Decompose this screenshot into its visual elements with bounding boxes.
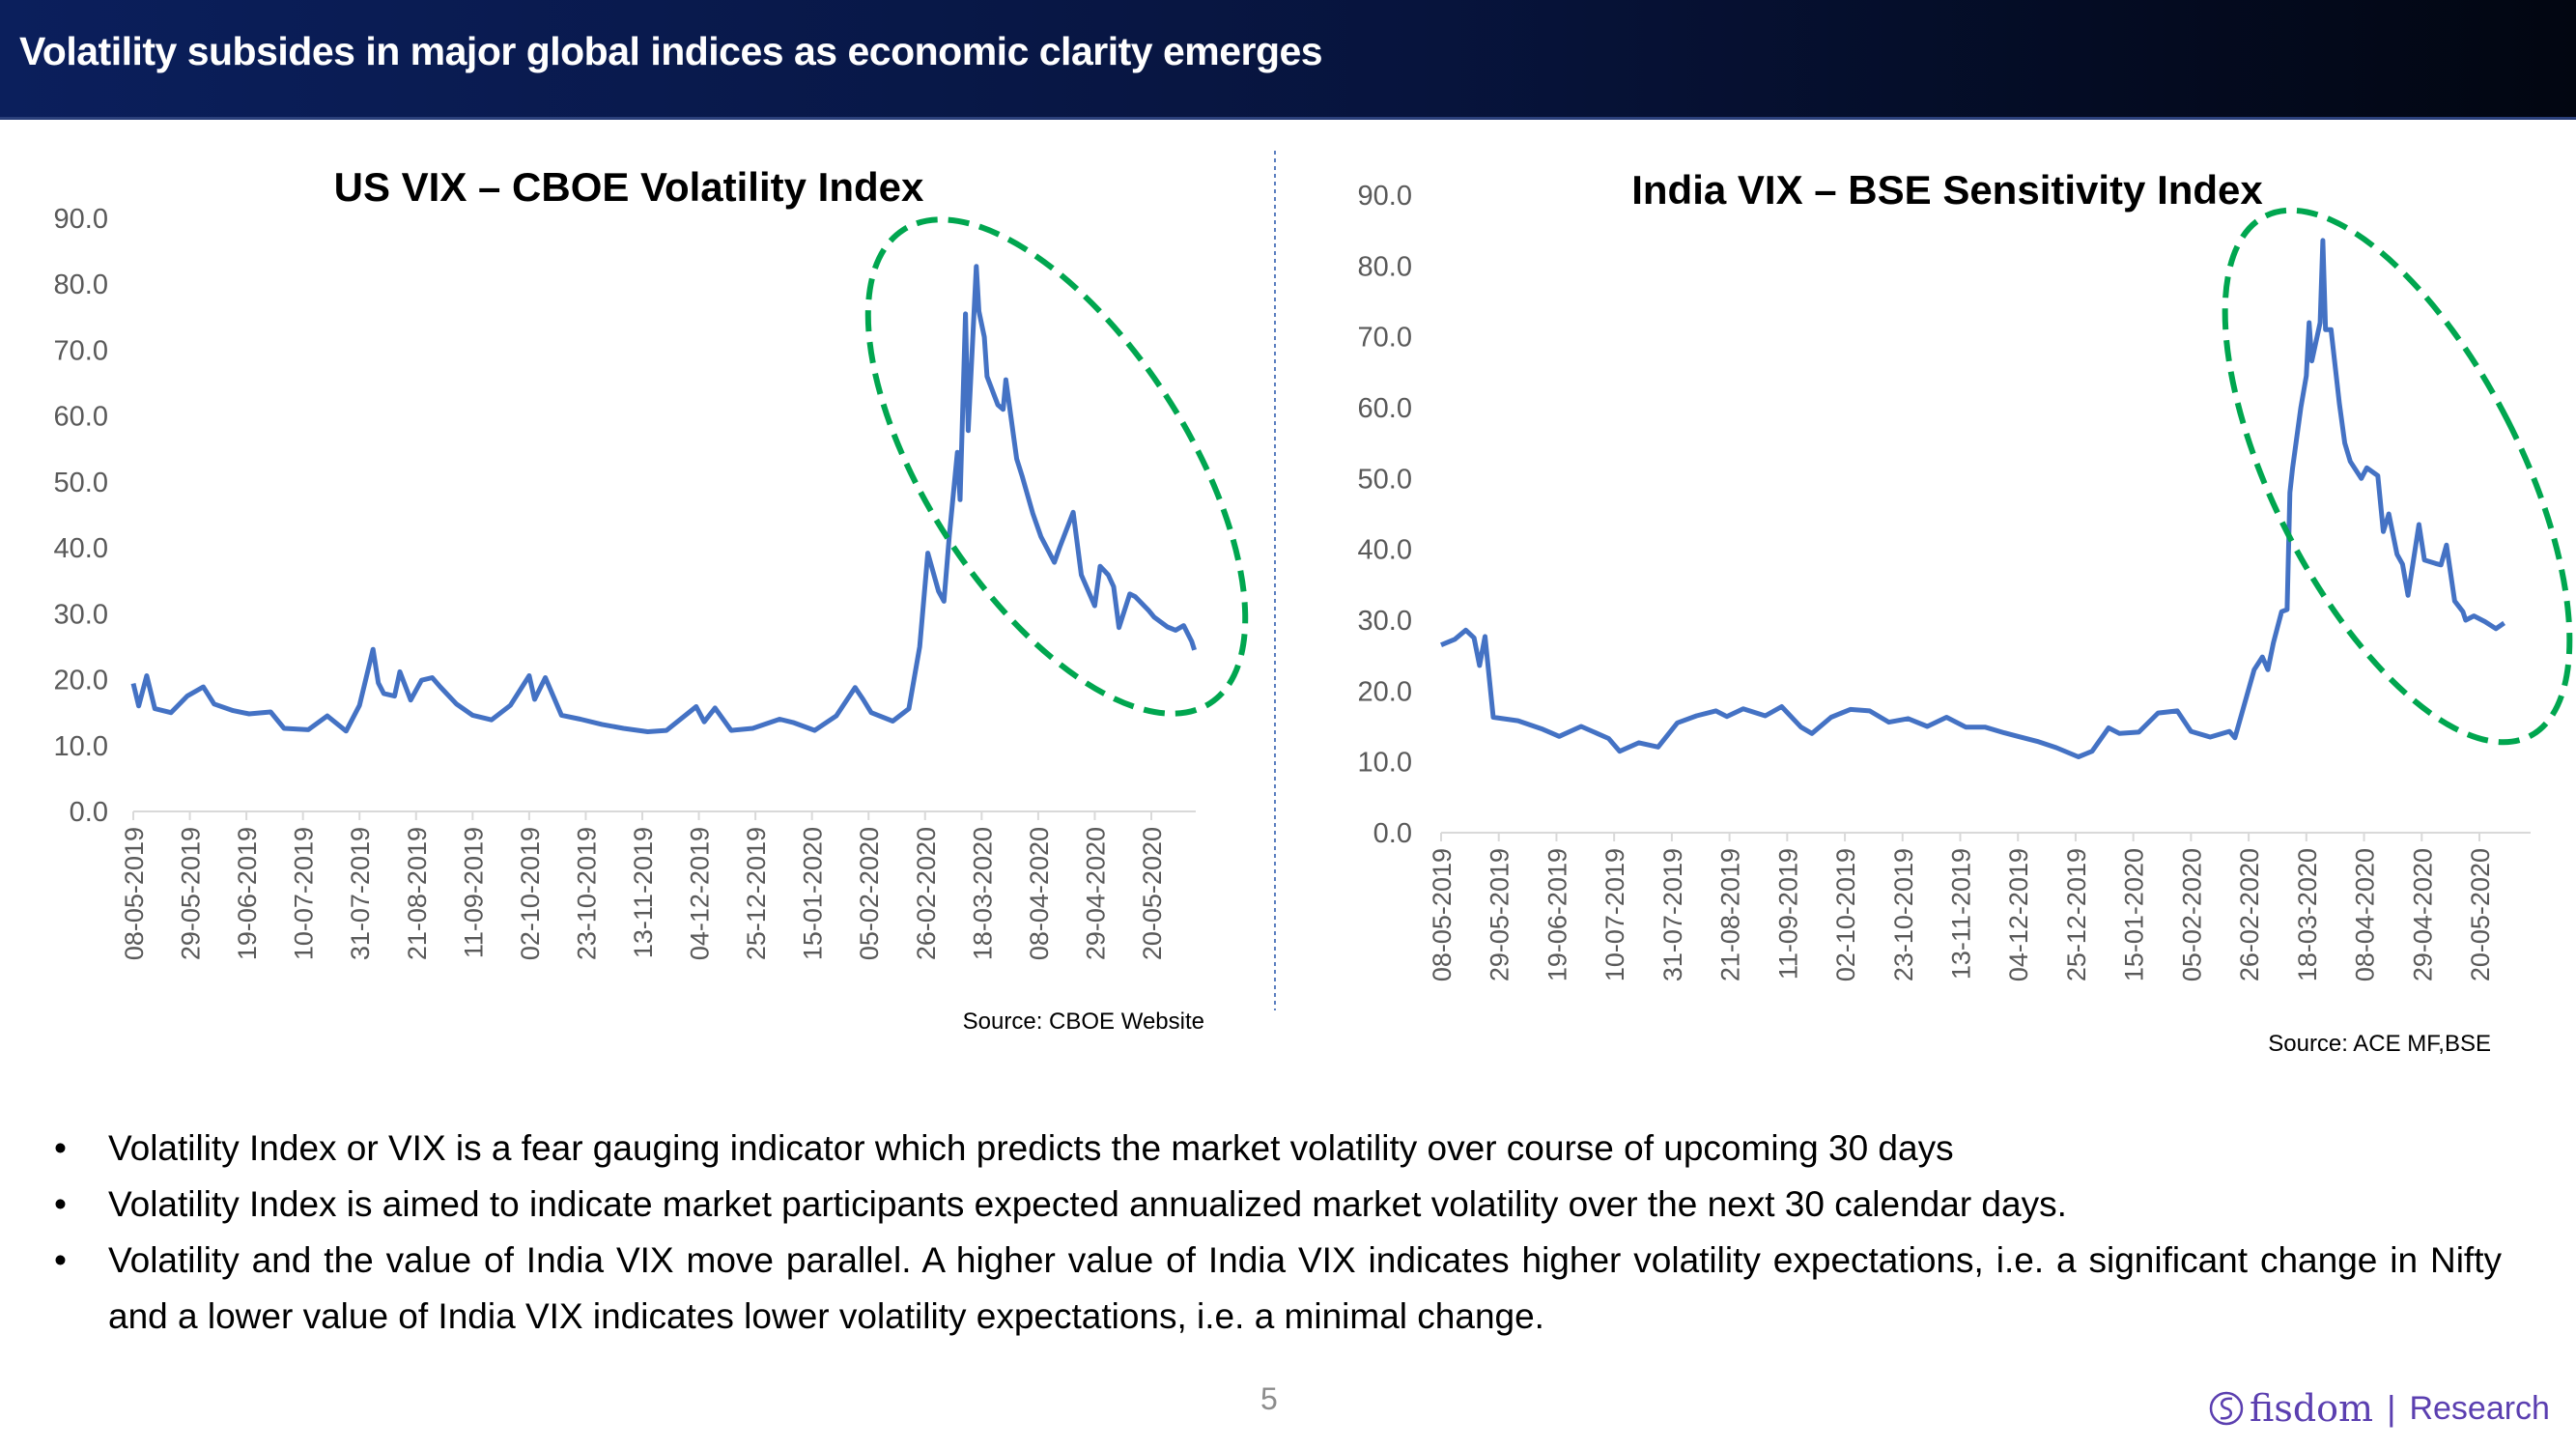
- x-tick-label: 31-07-2019: [346, 827, 375, 960]
- y-tick-label: 0.0: [70, 797, 108, 828]
- x-tick-label: 08-04-2020: [1025, 827, 1054, 960]
- x-tick-label: 31-07-2019: [1658, 848, 1687, 981]
- x-tick-label: 04-12-2019: [2004, 848, 2033, 981]
- y-tick-label: 40.0: [54, 533, 108, 564]
- x-tick-label: 04-12-2019: [686, 827, 715, 960]
- x-tick-label: 05-02-2020: [855, 827, 884, 960]
- x-tick-label: 19-06-2019: [233, 827, 262, 960]
- y-tick-label: 20.0: [1358, 676, 1412, 707]
- chart-title: India VIX – BSE Sensitivity Index: [1631, 167, 2263, 213]
- y-tick-label: 60.0: [1358, 393, 1412, 424]
- bullet-icon: •: [54, 1240, 67, 1280]
- header-bar: Volatility subsides in major global indi…: [0, 0, 2576, 120]
- india-vix-chart: India VIX – BSE Sensitivity Index Source…: [1358, 167, 2573, 1057]
- y-tick-label: 20.0: [54, 666, 108, 696]
- y-tick-label: 90.0: [1358, 181, 1412, 212]
- x-tick-label: 13-11-2019: [1947, 848, 1976, 980]
- chart-source: Source: CBOE Website: [963, 1009, 1204, 1035]
- x-tick-label: 02-10-2019: [516, 827, 545, 960]
- y-tick-label: 70.0: [54, 335, 108, 366]
- x-tick-label: 25-12-2019: [742, 827, 771, 960]
- x-tick-label: 08-05-2019: [1428, 848, 1457, 981]
- y-tick-label: 0.0: [1373, 818, 1412, 849]
- brand-name: fisdom: [2250, 1387, 2374, 1430]
- y-tick-label: 10.0: [1358, 748, 1412, 779]
- x-tick-label: 11-09-2019: [1773, 848, 1802, 980]
- x-tick-label: 08-04-2020: [2351, 848, 2380, 981]
- y-tick-label: 80.0: [1358, 251, 1412, 282]
- x-tick-label: 29-04-2020: [1081, 827, 1110, 960]
- us-vix-chart: US VIX – CBOE Volatility Index Source: C…: [54, 164, 1249, 1035]
- bullet-text: Volatility and the value of India VIX mo…: [108, 1240, 2502, 1336]
- bullet-list: • Volatility Index or VIX is a fear gaugi…: [54, 1121, 2502, 1345]
- x-tick-label: 08-05-2019: [120, 827, 149, 960]
- x-tick-label: 10-07-2019: [290, 827, 319, 960]
- page-number: 5: [1260, 1381, 1278, 1416]
- bullet-text: Volatility Index is aimed to indicate ma…: [108, 1184, 2067, 1224]
- series-line: [1440, 238, 2506, 759]
- x-tick-label: 15-01-2020: [2120, 848, 2149, 981]
- x-tick-label: 29-05-2019: [177, 827, 206, 960]
- x-tick-label: 10-07-2019: [1600, 848, 1629, 981]
- x-tick-label: 19-06-2019: [1543, 848, 1571, 981]
- y-tick-label: 10.0: [54, 731, 108, 762]
- x-tick-label: 11-09-2019: [459, 827, 488, 958]
- x-tick-label: 25-12-2019: [2062, 848, 2091, 981]
- bullet-icon: •: [54, 1184, 67, 1224]
- section-label: Research: [2409, 1389, 2550, 1427]
- page-title: Volatility subsides in major global indi…: [19, 29, 1323, 73]
- x-tick-label: 21-08-2019: [403, 827, 432, 960]
- x-tick-label: 29-05-2019: [1486, 848, 1514, 981]
- x-tick-label: 26-02-2020: [2235, 848, 2264, 981]
- x-tick-label: 23-10-2019: [1889, 848, 1918, 981]
- y-tick-label: 50.0: [54, 468, 108, 498]
- y-tick-label: 30.0: [1358, 606, 1412, 637]
- highlight-ellipse: [2222, 207, 2573, 746]
- x-tick-label: 20-05-2020: [2466, 848, 2495, 981]
- x-tick-label: 20-05-2020: [1138, 827, 1167, 960]
- x-tick-label: 18-03-2020: [2293, 848, 2322, 981]
- bullet-text: Volatility Index or VIX is a fear gaugin…: [108, 1128, 1954, 1168]
- logo-separator: |: [2387, 1388, 2396, 1428]
- fisdom-logo: fisdom | Research: [2207, 1387, 2550, 1430]
- x-tick-label: 18-03-2020: [968, 827, 997, 960]
- y-tick-label: 70.0: [1358, 323, 1412, 354]
- series-line: [130, 264, 1197, 734]
- chart-source: Source: ACE MF,BSE: [2268, 1031, 2491, 1057]
- bullet-icon: •: [54, 1128, 67, 1168]
- y-tick-label: 80.0: [54, 270, 108, 300]
- y-tick-label: 60.0: [54, 402, 108, 433]
- x-tick-label: 05-02-2020: [2177, 848, 2206, 981]
- x-tick-label: 02-10-2019: [1831, 848, 1860, 981]
- fisdom-logo-icon: [2209, 1391, 2244, 1426]
- y-tick-label: 90.0: [54, 204, 108, 235]
- bullet-item: • Volatility Index or VIX is a fear gaugi…: [54, 1121, 2502, 1177]
- x-tick-label: 13-11-2019: [629, 827, 658, 958]
- y-tick-label: 50.0: [1358, 464, 1412, 495]
- x-tick-label: 23-10-2019: [572, 827, 601, 960]
- x-tick-label: 29-04-2020: [2408, 848, 2437, 981]
- highlight-ellipse: [864, 216, 1249, 717]
- bullet-item: • Volatility Index is aimed to indicate m…: [54, 1177, 2502, 1233]
- y-tick-label: 30.0: [54, 599, 108, 630]
- x-tick-label: 15-01-2020: [799, 827, 828, 960]
- chart-title: US VIX – CBOE Volatility Index: [334, 164, 924, 210]
- bullet-item: • Volatility and the value of India VIX m…: [54, 1233, 2502, 1345]
- y-tick-label: 40.0: [1358, 535, 1412, 566]
- x-tick-label: 21-08-2019: [1716, 848, 1745, 981]
- x-tick-label: 26-02-2020: [912, 827, 941, 960]
